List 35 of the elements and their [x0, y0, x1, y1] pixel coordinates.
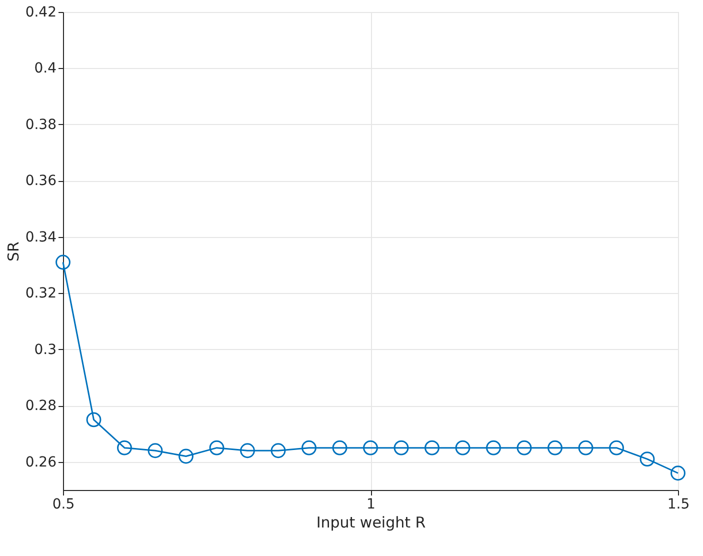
- point: [640, 452, 655, 467]
- point: [117, 440, 132, 456]
- y-tick-label: 0.4: [34, 60, 57, 77]
- point: [455, 440, 470, 456]
- y-tick-label: 0.34: [25, 229, 57, 246]
- point: [302, 440, 316, 456]
- point: [609, 440, 624, 456]
- point: [670, 466, 686, 481]
- point: [548, 440, 562, 456]
- point: [486, 440, 501, 456]
- y-tick-label: 0.42: [25, 4, 56, 20]
- point: [394, 440, 409, 456]
- y-tick-label: 0.38: [25, 116, 56, 133]
- point: [270, 443, 286, 458]
- y-axis-title: SR: [4, 242, 22, 262]
- point: [240, 443, 255, 458]
- y-tick-label: 0.36: [25, 173, 57, 190]
- y-tick-label: 0.3: [34, 342, 56, 358]
- point: [209, 440, 224, 456]
- x-tick-label: 0.5: [52, 496, 75, 512]
- y-tick-label: 0.28: [25, 398, 56, 414]
- y-tick-label: 0.32: [25, 286, 56, 302]
- point: [148, 443, 163, 458]
- point: [578, 440, 594, 456]
- point: [516, 440, 532, 456]
- point: [363, 440, 378, 456]
- y-tick-label: 0.26: [25, 454, 57, 470]
- point: [86, 412, 102, 428]
- x-axis-title: Input weight R: [316, 514, 426, 532]
- point: [424, 440, 440, 456]
- x-tick-label: 1: [366, 496, 376, 512]
- point: [332, 440, 348, 456]
- x-tick-label: 1.5: [667, 496, 690, 512]
- point: [178, 448, 194, 464]
- point: [56, 254, 70, 270]
